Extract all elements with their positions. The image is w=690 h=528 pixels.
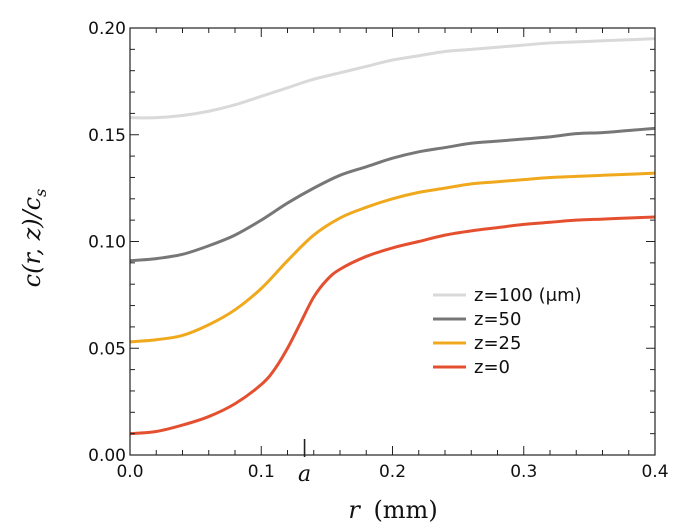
axes-group: 0.0 0.1 0.2 0.3 0.4 0.00 0.05 0.10 0.15 0.20 a: [88, 19, 668, 487]
y-tick-label: 0.05: [88, 339, 126, 359]
y-tick-label: 0.00: [88, 446, 126, 466]
legend-label-0: z=100 (μm): [474, 285, 582, 306]
series-line-1: [130, 126, 655, 263]
series-line-3: [130, 215, 655, 436]
series-line-0: [130, 37, 655, 120]
x-axis-label: r (mm): [348, 496, 437, 524]
x-tick-label: 0.0: [116, 462, 143, 482]
annotation-a-label: a: [298, 462, 311, 487]
series-line-2: [130, 171, 655, 344]
y-tick-label: 0.20: [88, 19, 126, 39]
x-tick-label: 0.2: [379, 462, 406, 482]
x-tick-label: 0.4: [641, 462, 668, 482]
y-tick-label: 0.10: [88, 233, 126, 253]
legend-label-2: z=25: [474, 333, 521, 354]
y-axis-label: c(r, z)/cs: [18, 189, 50, 288]
legend: z=100 (μm) z=50 z=25 z=0: [433, 285, 582, 378]
plot-frame: [129, 27, 656, 456]
legend-label-3: z=0: [474, 357, 510, 378]
y-tick-label: 0.15: [88, 126, 126, 146]
series-group: [130, 37, 655, 436]
legend-label-1: z=50: [474, 309, 521, 330]
x-tick-label: 0.3: [510, 462, 537, 482]
x-tick-label: 0.1: [248, 462, 275, 482]
